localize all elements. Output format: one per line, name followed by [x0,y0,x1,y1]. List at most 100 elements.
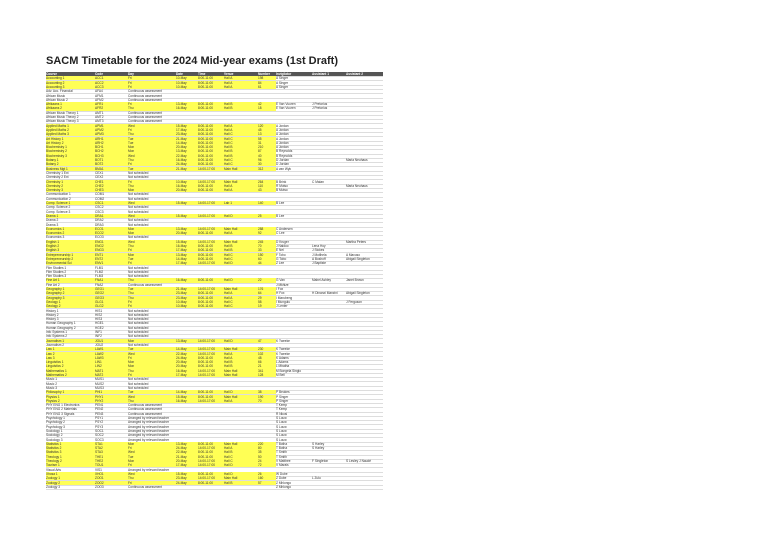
cell: 14:00-17:00 [198,287,216,291]
cell: 8:00-11:00 [198,244,214,248]
cell: B Lee [276,213,285,218]
cell: HGE1 [95,321,104,326]
cell: Fri [128,80,132,85]
cell: 10-May [176,304,187,309]
table-row: Film Studies 2 FLM2 Not scheduled [46,270,383,275]
cell: CSC1 [95,201,104,205]
cell: 21-May [176,166,187,171]
cell: 17-May [176,127,187,132]
cell: ECO2 [95,231,104,236]
cell: 8:00-11:00 [198,295,214,300]
cell: Entrepreneurship 2 [46,256,74,261]
cell: Mon [128,364,135,369]
cell: Wed [128,239,135,244]
cell: TOU1 [95,463,104,468]
cell: 8:00-11:00 [198,153,214,158]
cell: Continuous assessment [128,115,163,119]
cell: 20-May [176,231,187,236]
cell: 8:00-11:00 [198,158,214,162]
cell: Hall C [224,140,233,145]
cell: 8:00-11:00 [198,441,214,446]
cell: African Music Theory 1 [46,110,79,115]
cell: Chemistry 2 Ext [46,175,69,180]
cell: HGE2 [95,325,104,330]
cell: 87 [258,149,262,154]
cell: Main Hall [224,226,238,231]
cell: 15-May [176,123,187,128]
table-row: Music 2 MUS2 Not scheduled [46,382,383,387]
cell: 26 [258,471,262,476]
cell: CEX1 [95,170,104,175]
cell: 15-May [176,394,187,399]
cell: S Louw [276,416,287,420]
cell: Chemistry 3 [46,188,64,193]
cell: 24 [258,459,262,463]
cell: 17-May [176,248,187,253]
cell: Statistics 2 [46,446,62,451]
cell: Hall B [224,145,233,150]
cell: K Adams [276,355,289,360]
cell: 10-May [176,299,187,304]
cell: 13-May [176,252,187,257]
cell: 24-May [176,446,187,451]
cell: Tue [128,140,134,145]
cell: PSY3 [95,424,104,429]
cell: Sociology 3 [46,437,63,442]
cell: Continuous assessment [128,93,163,98]
cell: Physics 1 [46,394,60,399]
cell: Not scheduled [128,209,149,214]
cell: 48 [258,355,262,360]
cell: J Naidoo [276,244,289,248]
cell: Arranged by relevant teacher [128,428,170,433]
cell: Hall A [224,123,233,128]
cell: ACC1 [95,76,104,81]
table-row: History 2 HIS2 Not scheduled [46,313,383,318]
cell: K Tweeke [276,351,290,356]
cell: 15-May [176,471,187,476]
cell: 16-May [176,368,187,373]
cell: Hall B [224,153,233,158]
cell: Drama 1 [46,213,59,218]
cell: W Dube [276,471,288,476]
cell: Human Geography 1 [46,321,76,326]
cell: APM1 [95,123,104,128]
table-row: PHY ENG 3 Signals PEN3 Continuous assessme… [46,412,383,417]
cell: 8:00-11:00 [198,480,214,485]
cell: 8:00-11:00 [198,123,214,128]
cell: Hall B [224,106,233,111]
cell: 288 [258,226,264,231]
cell: A Jordan [276,123,289,128]
cell: Mon [128,145,135,150]
cell: Thu [128,295,134,300]
cell: PHY1 [95,394,104,399]
cell: 23-May [176,295,187,300]
cell: A Singer [276,84,289,89]
cell: 44 [258,261,262,266]
cell: CHE3 [95,188,104,193]
cell: ENT2 [95,256,104,261]
cell: 23-May [176,476,187,481]
cell: A Jordan [276,140,289,145]
cell: Fri [128,76,132,81]
cell: Assistant 1 [312,72,330,76]
cell: GEO3 [95,295,104,300]
cell: HIS3 [95,317,103,322]
cell: Entrepreneurship 1 [46,252,74,257]
cell: Law 2 [46,351,55,356]
cell: 24-May [176,480,187,485]
cell: S Harley [312,446,325,451]
cell: GLG2 [95,304,104,309]
cell: 8:00-11:00 [198,183,214,188]
cell: Applied Maths 1 [46,123,69,128]
cell: Venue [224,72,234,76]
cell: 8:00-11:00 [198,80,214,85]
cell: Wed [128,201,135,205]
cell: Thu [128,132,134,137]
cell: 58 [258,299,262,304]
cell: COM1 [95,192,105,197]
cell: ZOO1 [95,476,104,481]
table-row: Fine Art 1 FNA1 Thu 16-May 8:00-11:00 Hall D 2… [46,278,383,284]
cell: ENG1 [95,239,104,244]
table-row: Sociology 1 SOC1 Arranged by relevant teac… [46,428,383,435]
